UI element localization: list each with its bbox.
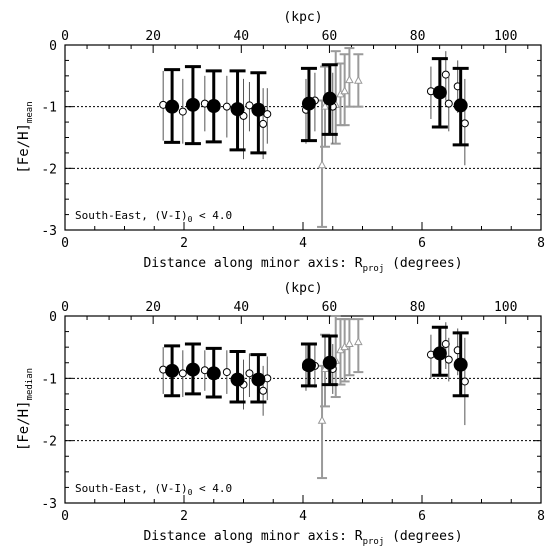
gray-triangle-point bbox=[317, 415, 327, 424]
top-tick-label: 80 bbox=[410, 300, 426, 315]
field-point bbox=[441, 340, 450, 349]
x-tick-label: 6 bbox=[418, 509, 426, 524]
top-tick-label: 20 bbox=[145, 300, 161, 315]
mean-point bbox=[432, 85, 447, 100]
field-point bbox=[460, 377, 469, 386]
x-tick-label: 6 bbox=[418, 236, 426, 251]
y-axis-label: [Fe/H]mean bbox=[16, 101, 35, 173]
field-point bbox=[444, 355, 453, 364]
top-tick-label: 40 bbox=[233, 300, 249, 315]
gray-triangle-point bbox=[320, 101, 330, 110]
mean-point bbox=[165, 99, 180, 114]
top-tick-label: 80 bbox=[410, 29, 426, 44]
plot-frame bbox=[64, 44, 542, 231]
field-point bbox=[222, 102, 231, 111]
top-tick-label: 100 bbox=[494, 300, 517, 315]
field-point bbox=[245, 369, 254, 378]
y-tick-label: -2 bbox=[41, 435, 57, 450]
x-axis-label: Distance along minor axis: Rproj (degree… bbox=[143, 256, 462, 274]
top-tick-label: 0 bbox=[61, 300, 69, 315]
x-tick-label: 0 bbox=[61, 236, 69, 251]
gray-triangle-point bbox=[340, 86, 349, 95]
y-tick-label: -3 bbox=[41, 224, 57, 239]
y-tick-label: -2 bbox=[41, 162, 57, 177]
field-point bbox=[460, 119, 469, 128]
mean-point bbox=[432, 346, 447, 361]
gray-triangle-point bbox=[353, 75, 363, 84]
field-point bbox=[441, 70, 450, 79]
field-point bbox=[259, 119, 268, 128]
region-annotation: South-East, (V-I)0 < 4.0 bbox=[75, 482, 232, 497]
field-point bbox=[259, 386, 268, 395]
mean-point bbox=[453, 357, 468, 372]
top-tick-label: 0 bbox=[61, 29, 69, 44]
y-tick-label: -1 bbox=[41, 372, 57, 387]
top-tick-label: 100 bbox=[494, 29, 517, 44]
x-tick-label: 8 bbox=[537, 236, 545, 251]
gray-triangle-point bbox=[317, 160, 327, 169]
mean-point bbox=[453, 98, 468, 113]
x-tick-label: 0 bbox=[61, 509, 69, 524]
field-point bbox=[178, 369, 187, 378]
mean-point bbox=[322, 91, 337, 106]
mean-point bbox=[230, 102, 245, 117]
field-point bbox=[178, 107, 187, 116]
mean-point bbox=[301, 96, 316, 111]
gray-triangle-point bbox=[345, 75, 354, 84]
x-tick-label: 4 bbox=[299, 236, 307, 251]
mean-point bbox=[206, 99, 221, 114]
gray-triangle-point bbox=[353, 337, 363, 346]
top-axis-label: (kpc) bbox=[283, 10, 322, 25]
y-tick-label: -3 bbox=[41, 497, 57, 512]
gray-triangle-point bbox=[345, 338, 354, 348]
top-tick-label: 40 bbox=[233, 29, 249, 44]
y-tick-label: 0 bbox=[49, 310, 57, 325]
top-tick-label: 60 bbox=[322, 29, 338, 44]
mean-point bbox=[301, 358, 316, 373]
x-tick-label: 2 bbox=[180, 236, 188, 251]
mean-point bbox=[185, 97, 200, 112]
mean-point bbox=[251, 372, 266, 387]
mean-point bbox=[206, 366, 221, 381]
mean-point bbox=[165, 363, 180, 378]
mean-point bbox=[230, 372, 245, 387]
y-axis-label: [Fe/H]median bbox=[16, 368, 35, 451]
mean-point bbox=[185, 362, 200, 377]
top-tick-label: 20 bbox=[145, 29, 161, 44]
field-point bbox=[222, 368, 231, 377]
top-axis-label: (kpc) bbox=[283, 281, 322, 296]
x-tick-label: 8 bbox=[537, 509, 545, 524]
mean-point bbox=[251, 102, 266, 117]
x-tick-label: 4 bbox=[299, 509, 307, 524]
mean-point bbox=[322, 355, 337, 370]
field-point bbox=[444, 99, 453, 108]
x-axis-label: Distance along minor axis: Rproj (degree… bbox=[143, 529, 462, 547]
y-tick-label: -1 bbox=[41, 101, 57, 116]
top-tick-label: 60 bbox=[322, 300, 338, 315]
region-annotation: South-East, (V-I)0 < 4.0 bbox=[75, 209, 232, 224]
x-tick-label: 2 bbox=[180, 509, 188, 524]
y-tick-label: 0 bbox=[49, 39, 57, 54]
